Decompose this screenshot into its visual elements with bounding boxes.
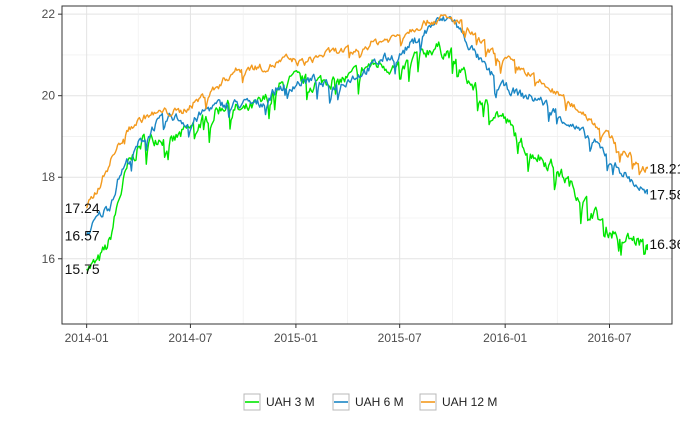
x-tick-label: 2014-07 bbox=[168, 331, 212, 345]
y-tick-label: 22 bbox=[42, 7, 56, 21]
x-tick-label: 2016-07 bbox=[587, 331, 631, 345]
legend-label: UAH 6 M bbox=[355, 395, 404, 409]
x-tick-label: 2015-07 bbox=[378, 331, 422, 345]
series-line-uah-6-m bbox=[86, 15, 648, 236]
y-tick-label: 20 bbox=[42, 89, 56, 103]
end-value-label: 17.24 bbox=[65, 200, 100, 216]
end-value-label: 15.75 bbox=[65, 261, 100, 277]
series-layer bbox=[86, 14, 648, 272]
x-tick-label: 2015-01 bbox=[274, 331, 318, 345]
end-value-label: 16.57 bbox=[65, 228, 100, 244]
legend: UAH 3 M UAH 6 M UAH 12 M bbox=[243, 393, 497, 411]
end-value-label: 17.58 bbox=[649, 186, 680, 202]
series-line-uah-12-m bbox=[86, 14, 648, 209]
legend-label: UAH 12 M bbox=[442, 395, 497, 409]
y-tick-label: 16 bbox=[42, 252, 56, 266]
panel-border bbox=[61, 5, 673, 325]
labels-layer: 17.24 16.57 15.75 18.21 17.58 16.36 bbox=[65, 161, 680, 277]
legend-label: UAH 3 M bbox=[266, 395, 315, 409]
series-line-uah-3-m bbox=[86, 41, 648, 272]
panel-background bbox=[62, 6, 672, 324]
axis-ticks: 16 18 20 22 2014-01 2014-07 2015-01 2015-07 2016… bbox=[42, 7, 632, 345]
y-tick-label: 18 bbox=[42, 170, 56, 184]
end-value-label: 18.21 bbox=[649, 161, 680, 177]
x-tick-label: 2016-01 bbox=[483, 331, 527, 345]
end-value-label: 16.36 bbox=[649, 236, 680, 252]
x-tick-label: 2014-01 bbox=[65, 331, 109, 345]
